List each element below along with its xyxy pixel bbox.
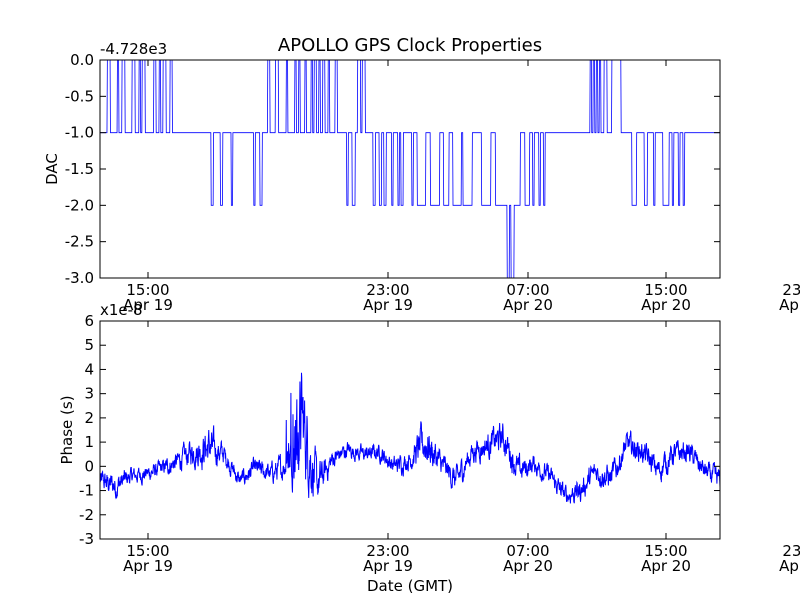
y-tick-label: 0.0	[70, 51, 94, 69]
y-tick-label: -3.0	[65, 269, 94, 287]
phase-y-ticks: 6 5 4 3 2 1 0 -1 -2 -3	[79, 312, 720, 548]
dac-offset-label: -4.728e3	[100, 40, 167, 58]
x-tick-time-label: 15:00	[644, 281, 687, 299]
y-tick-label: 5	[84, 336, 94, 354]
x-tick-date-label: Apr 20	[641, 296, 691, 314]
y-tick-label: -2.0	[65, 196, 94, 214]
x-tick-date-label: Apr 19	[363, 557, 413, 575]
y-tick-label: -0.5	[65, 87, 94, 105]
x-tick-time-label: 07:00	[506, 542, 549, 560]
y-tick-label: -1	[79, 482, 94, 500]
phase-series-line	[99, 372, 721, 504]
x-tick-time-label: 23:00	[366, 542, 409, 560]
y-tick-label: -1.0	[65, 124, 94, 142]
x-tick-time-label: 23:00	[782, 281, 800, 299]
x-tick-time-label: 23:00	[366, 281, 409, 299]
x-tick-date-label: Apr 19	[123, 296, 173, 314]
y-tick-label: 4	[84, 360, 94, 378]
x-tick-time-label: 15:00	[126, 542, 169, 560]
x-tick-time-label: 15:00	[126, 281, 169, 299]
dac-plot-frame	[99, 59, 721, 279]
y-tick-label: 2	[84, 409, 94, 427]
dac-series-line	[100, 59, 720, 279]
phase-y-axis-label: Phase (s)	[58, 395, 76, 464]
y-tick-label: 3	[84, 385, 94, 403]
x-tick-date-label: Apr 20	[779, 296, 800, 314]
figure-title: APOLLO GPS Clock Properties	[278, 35, 542, 56]
y-tick-label: -2	[79, 506, 94, 524]
x-tick-date-label: Apr 19	[363, 296, 413, 314]
phase-plot-frame	[99, 320, 721, 540]
y-tick-label: -2.5	[65, 233, 94, 251]
dac-y-ticks: 0.0 -0.5 -1.0 -1.5 -2.0 -2.5 -3.0	[65, 51, 720, 287]
dac-line	[100, 59, 720, 279]
y-tick-label: 1	[84, 433, 94, 451]
y-tick-label: 0	[84, 457, 94, 475]
dac-y-axis-label: DAC	[43, 153, 61, 185]
y-tick-label: -1.5	[65, 160, 94, 178]
x-tick-date-label: Apr 20	[503, 557, 553, 575]
y-tick-label: -3	[79, 530, 94, 548]
x-tick-date-label: Apr 20	[779, 557, 800, 575]
phase-x-axis-label: Date (GMT)	[367, 577, 453, 595]
phase-offset-label: x1e-8	[100, 301, 143, 319]
x-tick-time-label: 15:00	[644, 542, 687, 560]
x-tick-date-label: Apr 20	[503, 296, 553, 314]
phase-line	[99, 372, 721, 504]
x-tick-date-label: Apr 20	[641, 557, 691, 575]
y-tick-label: 6	[84, 312, 94, 330]
x-tick-date-label: Apr 19	[123, 557, 173, 575]
x-tick-time-label: 07:00	[506, 281, 549, 299]
x-tick-time-label: 23:00	[782, 542, 800, 560]
